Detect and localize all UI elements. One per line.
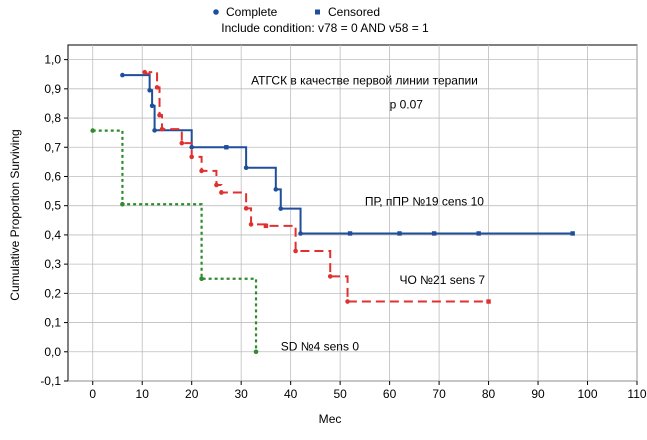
y-axis-title: Cumulative Proportion Surviving <box>8 129 22 300</box>
chart-subtitle: Include condition: v78 = 0 AND v58 = 1 <box>221 21 429 35</box>
legend-complete-marker <box>213 9 219 15</box>
annotation: p 0.07 <box>390 97 424 111</box>
series-0 <box>120 72 575 236</box>
complete-point <box>298 231 303 236</box>
x-tick-label: 20 <box>185 387 199 401</box>
x-tick-label: 10 <box>136 387 150 401</box>
y-tick-label: 0,7 <box>44 140 61 154</box>
y-tick-label: 0,3 <box>44 257 61 271</box>
y-tick-label: 1,0 <box>44 53 61 67</box>
complete-point <box>179 140 185 146</box>
complete-point <box>147 87 152 93</box>
complete-point <box>293 248 298 254</box>
annotation: АТГСК в качестве первой линии терапии <box>251 73 478 87</box>
ticks: 0 10 20 30 40 50 60 70 80 90 100 110 -0,1 0,0 0,1 0,2 0,… <box>40 53 647 401</box>
annotation: ЧО №21 sens 7 <box>400 273 486 287</box>
complete-point <box>199 276 204 282</box>
complete-point <box>159 126 165 132</box>
complete-point <box>189 144 194 150</box>
complete-point <box>199 168 204 174</box>
x-tick-label: 100 <box>578 387 598 401</box>
annotation: ПР, пПР №19 cens 10 <box>365 195 484 209</box>
complete-point <box>214 182 219 188</box>
complete-point <box>142 69 147 75</box>
complete-point <box>152 128 157 133</box>
legend-censored-marker <box>315 9 320 15</box>
censored-point <box>476 231 481 236</box>
series-line <box>122 74 573 235</box>
x-tick-label: 60 <box>383 387 397 401</box>
annotation: SD №4 sens 0 <box>281 339 360 353</box>
censored-point <box>224 145 229 150</box>
x-tick-label: 80 <box>482 387 496 401</box>
y-tick-label: 0,0 <box>44 345 61 359</box>
censored-point <box>263 223 269 229</box>
complete-point <box>278 206 284 211</box>
plot-frame <box>67 44 638 382</box>
complete-point <box>154 85 160 90</box>
y-tick-label: 0,4 <box>44 228 61 242</box>
series-layer <box>90 69 575 355</box>
complete-point <box>219 190 224 195</box>
complete-point <box>327 274 333 279</box>
censored-point <box>347 231 353 236</box>
complete-point <box>189 154 194 160</box>
complete-point <box>248 222 254 227</box>
complete-point <box>157 112 162 118</box>
censored-point <box>397 231 402 236</box>
x-axis-title: Мес <box>319 412 342 426</box>
legend-censored-label: Censored <box>328 5 380 19</box>
complete-point <box>149 103 155 109</box>
complete-point <box>273 187 279 192</box>
complete-point <box>120 72 125 78</box>
y-tick-label: 0,8 <box>44 111 61 125</box>
y-tick-label: 0,6 <box>44 169 61 183</box>
censored-point <box>431 231 437 236</box>
x-tick-label: 110 <box>627 387 646 401</box>
y-tick-label: 0,5 <box>44 199 61 213</box>
complete-point <box>90 128 96 133</box>
complete-point <box>243 206 249 211</box>
censored-point <box>570 231 575 236</box>
series-1 <box>142 69 491 304</box>
x-tick-label: 30 <box>234 387 248 401</box>
legend-complete-label: Complete <box>226 5 278 19</box>
x-tick-label: 70 <box>432 387 446 401</box>
grid <box>68 45 638 382</box>
x-tick-label: 50 <box>333 387 347 401</box>
y-tick-label: 0,9 <box>44 82 61 96</box>
y-tick-label: 0,1 <box>44 316 61 330</box>
censored-point <box>486 299 491 304</box>
complete-point <box>253 349 259 355</box>
complete-point <box>243 165 249 171</box>
complete-point <box>120 201 125 207</box>
series-line <box>144 71 489 303</box>
legend: Complete Censored <box>213 5 380 19</box>
x-tick-label: 40 <box>284 387 298 401</box>
series-2 <box>90 128 259 355</box>
annotations: АТГСК в качестве первой линии терапии p 0… <box>251 73 485 353</box>
x-tick-label: 90 <box>531 387 545 401</box>
y-tick-label: -0,1 <box>40 374 61 388</box>
complete-point <box>345 299 350 304</box>
x-tick-label: 0 <box>89 387 96 401</box>
y-tick-label: 0,2 <box>44 286 61 300</box>
series-line <box>92 129 258 352</box>
